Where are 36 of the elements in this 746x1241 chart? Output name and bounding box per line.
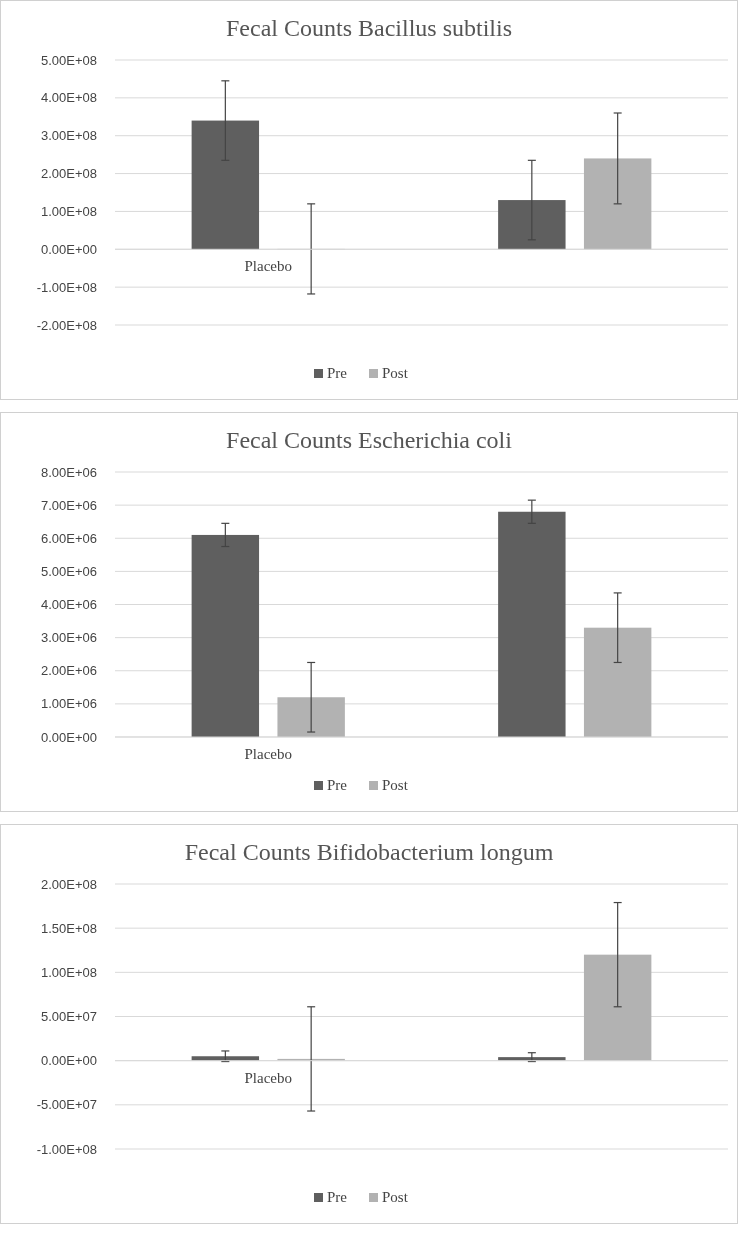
x-tick-label: Placebo	[244, 1069, 292, 1086]
y-tick-label: 1.00E+06	[40, 696, 97, 712]
legend-label: Post	[382, 1189, 409, 1205]
x-tick-label: Placebo	[244, 746, 292, 762]
legend-label: Pre	[327, 1189, 348, 1205]
legend-label: Post	[382, 365, 409, 381]
y-tick-label: 3.00E+06	[40, 630, 97, 646]
y-tick-label: 0.00E+00	[40, 729, 97, 745]
y-tick-label: 3.00E+08	[40, 128, 97, 144]
x-tick-label: Placebo	[244, 258, 292, 275]
y-tick-label: 1.50E+08	[40, 920, 97, 936]
y-tick-label: 5.00E+06	[40, 563, 97, 579]
y-tick-label: 0.00E+00	[40, 1053, 97, 1069]
y-tick-label: 2.00E+06	[40, 663, 97, 679]
y-tick-label: 6.00E+06	[40, 530, 97, 546]
y-tick-label: 7.00E+06	[40, 497, 97, 513]
y-tick-label: -5.00E+07	[36, 1097, 97, 1113]
y-tick-label: 4.00E+08	[40, 90, 97, 106]
y-tick-label: 4.00E+06	[40, 597, 97, 613]
y-tick-label: -1.00E+08	[36, 1141, 97, 1157]
chart-title: Fecal Counts Bifidobacterium longum	[184, 839, 554, 865]
y-tick-label: 5.00E+08	[40, 52, 97, 68]
legend-label: Pre	[327, 365, 348, 381]
y-tick-label: 2.00E+08	[40, 876, 97, 892]
y-tick-label: 5.00E+07	[40, 1009, 97, 1025]
legend-label: Post	[382, 777, 409, 793]
y-tick-label: 1.00E+08	[40, 203, 97, 219]
y-tick-label: 0.00E+00	[40, 241, 97, 257]
legend-label: Pre	[327, 777, 348, 793]
y-tick-label: 8.00E+06	[40, 464, 97, 480]
y-tick-label: -2.00E+08	[36, 317, 97, 333]
y-tick-label: 1.00E+08	[40, 964, 97, 980]
y-tick-label: 2.00E+08	[40, 166, 97, 182]
chart-title: Fecal Counts Escherichia coli	[226, 427, 513, 453]
y-tick-label: -1.00E+08	[36, 279, 97, 295]
chart-title: Fecal Counts Bacillus subtilis	[226, 15, 512, 41]
